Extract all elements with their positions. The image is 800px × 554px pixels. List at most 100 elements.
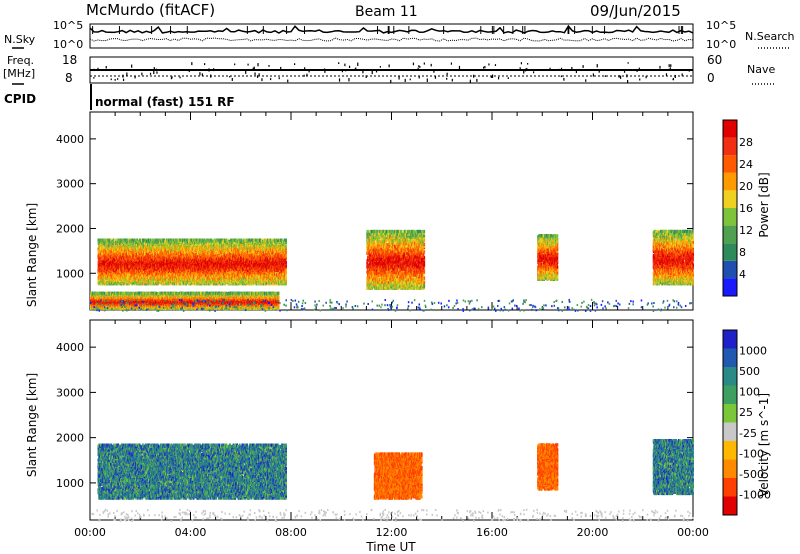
freq-label-2: [MHz]	[3, 67, 35, 80]
nave-dot	[123, 79, 124, 81]
nave-dot	[419, 66, 420, 68]
nave-dot	[106, 66, 107, 68]
nave-dot	[673, 78, 674, 80]
nave-dot	[191, 62, 192, 65]
station-title: McMurdo (fitACF)	[86, 1, 215, 19]
nsearch-label: N.Search	[745, 30, 795, 43]
nave-dot	[380, 66, 381, 68]
nave-dot	[533, 71, 534, 73]
nave-dot	[624, 70, 625, 73]
nave-dot	[245, 71, 246, 74]
cpid-text: normal (fast) 151 RF	[95, 95, 235, 109]
nave-dot	[202, 73, 203, 75]
y-tick-label: 3000	[56, 178, 84, 191]
nave-dot	[366, 75, 367, 78]
nave-dot	[171, 76, 172, 78]
nave-dot	[354, 69, 355, 71]
nave-dot	[134, 76, 135, 78]
nave-dot	[484, 66, 485, 68]
nave-dot	[620, 76, 621, 79]
nave-dot	[141, 73, 142, 76]
nave-dot	[376, 71, 377, 73]
freq-label-1: Freq.	[7, 54, 34, 67]
nave-dot	[523, 71, 524, 74]
nave-dot	[626, 74, 627, 77]
nave-dot	[254, 72, 255, 75]
date-title: 09/Jun/2015	[590, 2, 681, 20]
nave-dot	[349, 66, 350, 68]
nave-dot	[259, 73, 260, 76]
nave-dot	[483, 67, 484, 69]
nave-dot	[342, 70, 343, 72]
nave-dot	[639, 78, 640, 80]
nave-dot	[287, 80, 288, 83]
nave-dot	[526, 68, 527, 70]
nave-dot	[156, 69, 157, 71]
nave-dot	[491, 76, 492, 78]
nave-dot	[628, 62, 629, 64]
nave-dot	[306, 74, 307, 76]
nave-dot	[549, 68, 550, 71]
nave-dot	[410, 79, 411, 81]
nave-dot	[339, 78, 340, 81]
nave-dot	[257, 75, 258, 78]
nave-dot	[605, 75, 606, 77]
noise-traces	[90, 26, 693, 41]
noise-tick-lo-right: 10^0	[706, 38, 736, 51]
nave-dot	[492, 75, 493, 78]
freq-traces	[90, 62, 693, 83]
nave-dot	[389, 64, 390, 67]
radar-figure: McMurdo (fitACF) Beam 11 09/Jun/2015 N.S…	[0, 0, 800, 554]
nave-dot	[670, 64, 671, 67]
nave-dot	[689, 69, 690, 71]
nave-dot	[585, 79, 586, 81]
nave-dot	[247, 64, 248, 66]
cpid-label: CPID	[4, 92, 36, 106]
nave-tick-hi: 60	[707, 53, 722, 67]
nave-dot	[682, 73, 683, 75]
nave-dot	[424, 62, 425, 64]
nave-dot	[646, 76, 647, 78]
nave-dot	[229, 76, 230, 78]
nave-dot	[111, 78, 112, 80]
nave-dot	[156, 71, 157, 73]
noise-tick-lo-left: 10^0	[53, 38, 83, 51]
y-tick-label: 2000	[56, 222, 84, 235]
nave-dot	[117, 78, 118, 80]
nave-dot	[476, 79, 477, 82]
freq-tick-lo: 8	[65, 71, 73, 85]
nave-dot	[150, 73, 151, 75]
nave-dot	[405, 79, 406, 82]
nave-dot	[447, 73, 448, 75]
nave-dot	[433, 69, 434, 72]
nave-dot	[324, 68, 325, 70]
nave-dot	[279, 77, 280, 79]
nsky-trace	[90, 26, 693, 33]
nave-dot	[659, 66, 660, 69]
nave-dot	[561, 68, 562, 70]
nave-dot	[498, 77, 499, 79]
nave-dot	[473, 75, 474, 78]
nave-dot	[254, 67, 255, 70]
y-tick-label: 4000	[56, 133, 84, 146]
beam-title: Beam 11	[355, 4, 418, 20]
nave-dot	[593, 73, 594, 76]
nave-dot	[668, 69, 669, 71]
nave-dot	[257, 63, 258, 66]
nave-dot	[261, 78, 262, 81]
nave-dot	[488, 63, 489, 65]
nave-dot	[571, 67, 572, 70]
nave-dot	[666, 73, 667, 75]
nave-dot	[563, 78, 564, 81]
nave-dot	[357, 63, 358, 66]
nave-dot	[97, 68, 98, 71]
nave-dot	[122, 75, 123, 78]
nave-dot	[435, 76, 436, 79]
nave-dot	[204, 63, 205, 65]
nave-dot	[599, 69, 600, 72]
nave-dot	[268, 65, 269, 67]
nave-dot	[154, 67, 155, 70]
freq-tick-hi: 18	[62, 53, 77, 67]
nave-dot	[179, 77, 180, 79]
